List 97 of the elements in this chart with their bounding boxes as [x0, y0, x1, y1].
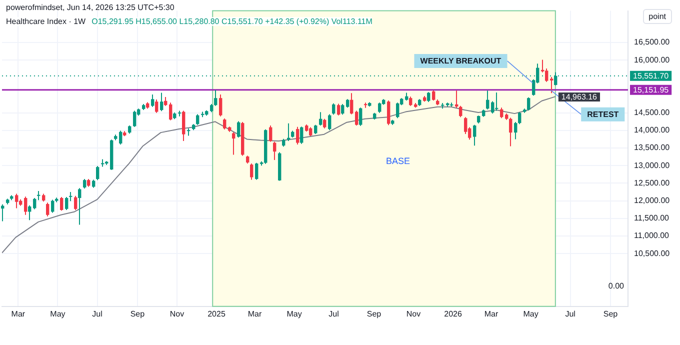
y-tick-label: 16,500.00: [634, 38, 670, 47]
candlestick: [296, 126, 300, 146]
candlestick: [314, 124, 318, 134]
band-label: BASE: [386, 156, 410, 166]
x-tick-label: May: [50, 309, 66, 318]
annotation: RETEST: [587, 110, 619, 120]
candlestick: [514, 122, 518, 140]
candlestick: [359, 107, 362, 126]
candlestick: [46, 202, 50, 217]
candlestick: [219, 94, 222, 117]
x-tick-label: 2026: [444, 309, 462, 318]
x-tick-label: Mar: [248, 309, 262, 318]
x-tick-label: May: [286, 309, 302, 318]
candlestick: [60, 196, 64, 212]
candlestick: [409, 96, 412, 106]
candlestick: [119, 130, 122, 146]
candlestick: [328, 114, 332, 131]
candlestick: [387, 100, 390, 126]
candlestick: [155, 98, 158, 114]
candlestick: [473, 124, 476, 146]
candlestick: [550, 76, 554, 94]
candlestick: [78, 188, 82, 226]
ref-line-label: 15,551.70: [633, 72, 670, 81]
y-tick-label: 13,000.00: [634, 160, 670, 170]
candlestick: [378, 102, 382, 114]
candlestick: [223, 118, 226, 130]
annotation: 0.00: [608, 282, 625, 291]
y-axis-title: point: [642, 9, 672, 24]
x-tick-label: Jul: [565, 309, 576, 318]
candlestick: [337, 103, 340, 116]
x-tick-label: May: [523, 309, 538, 318]
candlestick: [323, 118, 326, 129]
candlestick: [495, 92, 498, 112]
annotation: powerofmindset, Jun 14, 2026 13:25 UTC+5:30: [6, 3, 174, 12]
ref-line-label: 15,151.95: [633, 86, 670, 95]
annotation: WEEKLY BREAKOUT: [420, 56, 502, 66]
candlestick: [396, 102, 400, 119]
candlestick: [51, 199, 54, 214]
candlestick: [273, 141, 276, 161]
candlestick: [341, 104, 344, 116]
candlestick: [332, 102, 336, 116]
candlestick: [518, 112, 522, 125]
y-tick-label: 12,000.00: [634, 196, 670, 206]
candlestick: [151, 94, 154, 108]
candlestick: [459, 105, 462, 118]
x-tick-label: Mar: [484, 309, 498, 318]
candlestick: [96, 165, 100, 181]
candlestick: [319, 112, 322, 126]
x-tick-label: Nov: [170, 309, 184, 318]
x-tick-label: Sep: [130, 309, 146, 318]
x-tick-label: Nov: [406, 309, 421, 318]
candlestick: [491, 100, 494, 114]
x-tick-label: Jul: [328, 309, 340, 318]
y-tick-label: 14,000.00: [634, 126, 670, 135]
y-tick-label: 13,500.00: [634, 143, 670, 152]
candlestick: [545, 68, 548, 82]
x-tick-label: 2025: [208, 309, 226, 318]
x-tick-label: Sep: [366, 309, 382, 318]
text: Healthcare Index · 1W: [6, 17, 86, 26]
candlestick: [74, 195, 78, 210]
candlestick: [355, 110, 358, 126]
candlestick: [65, 196, 68, 210]
candlestick: [464, 116, 468, 134]
candlestick: [527, 96, 530, 111]
data-label: 14,963.16: [561, 92, 598, 102]
candlestick: [269, 125, 272, 142]
y-tick-label: 12,500.00: [634, 178, 670, 188]
candlestick: [69, 192, 72, 202]
text: O15,291.95 H15,655.00 L15,280.80 C15,551.70 +142.35 (+0.92%) Vol113.11M: [92, 17, 372, 26]
candlestick: [133, 110, 136, 128]
candlestick: [432, 90, 436, 102]
candlestick: [24, 196, 28, 216]
candlestick: [300, 126, 304, 144]
candlestick: [196, 114, 200, 126]
y-tick-label: 10,500.00: [634, 248, 670, 258]
y-tick-label: 14,500.00: [634, 108, 670, 118]
candlestick: [427, 92, 430, 102]
y-tick-label: 11,000.00: [634, 231, 670, 240]
candlestick: [15, 193, 18, 209]
candlestick: [214, 89, 218, 106]
candlestick: [83, 178, 86, 190]
x-tick-label: Mar: [11, 309, 26, 318]
candlestick: [500, 107, 504, 119]
candlestick: [250, 163, 254, 180]
candlestick: [486, 90, 490, 110]
candlestick: [255, 162, 258, 180]
candlestick: [33, 198, 36, 210]
y-tick-label: 11,500.00: [634, 214, 670, 223]
candlestick: [350, 92, 354, 115]
candlestick: [509, 117, 512, 147]
candlestick: [237, 120, 240, 138]
candlestick: [169, 102, 172, 121]
x-tick-label: Sep: [603, 309, 618, 318]
y-tick-label: 16,000.00: [634, 55, 670, 64]
candlestick: [160, 92, 164, 112]
candlestick: [182, 110, 186, 142]
x-tick-label: Jul: [92, 309, 103, 318]
